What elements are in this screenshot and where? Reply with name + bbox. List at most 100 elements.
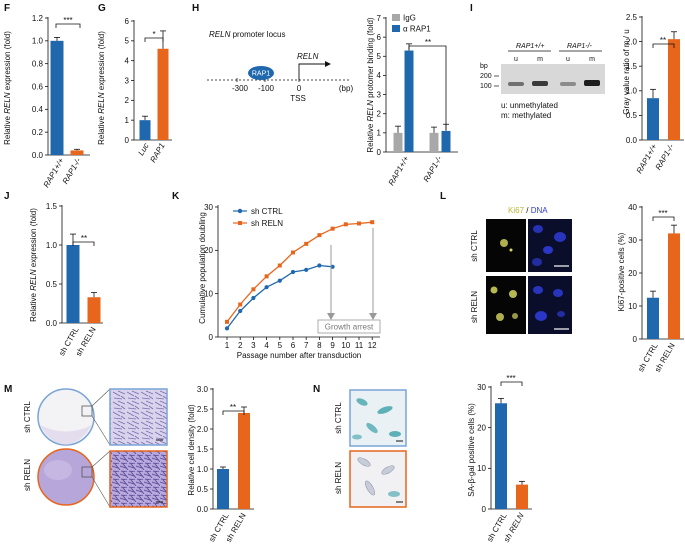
panel-l: L Ki67 / DNA sh CTRL sh RELN Ki67-positi… xyxy=(440,191,684,374)
y-tick-label: 0.0 xyxy=(626,136,638,145)
y-tick-label: 5 xyxy=(125,37,130,46)
y-tick-label: 30 xyxy=(628,236,637,245)
y-tick-label: 1.0 xyxy=(197,465,209,474)
category-label: RAP1-/- xyxy=(422,154,444,183)
y-tick-label: 40 xyxy=(628,203,637,212)
growth-arrest-label: Growth arrest xyxy=(325,323,374,332)
panel-label: N xyxy=(313,384,320,395)
y-tick-label: 1.0 xyxy=(46,241,58,250)
bp-marker: 100 xyxy=(480,83,492,90)
error-bars xyxy=(650,31,677,99)
data-point-ctrl xyxy=(251,295,256,301)
y-tick-label: 3 xyxy=(377,90,382,99)
data-point-reln xyxy=(291,250,295,255)
y-tick-label: 30 xyxy=(477,383,486,392)
position-label: -300 xyxy=(232,84,249,93)
bar-sh-ctrl xyxy=(495,403,507,509)
x-tick-label: 6 xyxy=(291,341,296,350)
bar-sh-ctrl xyxy=(66,245,80,323)
x-tick-label: 3 xyxy=(251,341,256,350)
panel-label: L xyxy=(440,191,446,202)
micrograph-reln xyxy=(109,450,168,508)
panel-k: K sh CTRL sh RELN Cumulative population … xyxy=(172,191,381,360)
y-axis-label: Cumulative population doubling xyxy=(198,212,207,324)
y-axis-label: Relative cell density (fold) xyxy=(187,404,196,495)
y-axis-label: Ki67-positive cells (%) xyxy=(617,232,626,311)
y-tick-label: 10 xyxy=(628,302,637,311)
x-axis-label: Passage number after transduction xyxy=(237,351,362,360)
legend-note: u: unmethylated xyxy=(501,101,558,110)
data-point-reln xyxy=(330,226,335,231)
error-bars xyxy=(650,224,677,298)
x-tick-label: 9 xyxy=(330,341,335,350)
y-tick-label: 0.0 xyxy=(46,319,58,328)
y-tick-label: 2.5 xyxy=(197,405,209,414)
y-tick-label: 2 xyxy=(125,96,130,105)
legend-marker-reln xyxy=(238,221,242,225)
category-label: RAP1 xyxy=(148,142,166,165)
y-tick-label: 1 xyxy=(125,116,130,125)
data-point-reln xyxy=(370,220,375,225)
data-point-reln xyxy=(225,319,229,324)
data-point-ctrl xyxy=(304,267,309,272)
data-point-ctrl xyxy=(317,263,322,268)
lane-label: u xyxy=(566,56,570,63)
tss-label: TSS xyxy=(290,94,306,103)
group-label: RAP1+/+ xyxy=(516,43,544,50)
y-tick-label: 0.4 xyxy=(32,105,44,114)
y-tick-label: 0.0 xyxy=(32,151,44,160)
stain-title: Ki67 / DNA xyxy=(508,206,548,215)
bar-sh-reln xyxy=(668,233,680,339)
row-label: sh RELN xyxy=(470,291,479,323)
panel-g: G Relative RELN expression (fold) 0 1 2 3 4 5… xyxy=(97,3,172,164)
data-point-ctrl xyxy=(290,269,296,275)
row-label: sh CTRL xyxy=(23,401,32,433)
panel-label: J xyxy=(4,191,10,202)
bp-label: bp xyxy=(480,63,488,70)
category-label: RAP1+/+ xyxy=(635,142,659,175)
row-label: sh RELN xyxy=(23,459,32,491)
data-point-ctrl xyxy=(277,278,282,283)
y-tick-label: 4 xyxy=(125,56,130,65)
y-tick-label: 0.8 xyxy=(32,59,44,68)
row-label: sh CTRL xyxy=(334,402,343,434)
lane-label: u xyxy=(514,56,518,63)
error-bars xyxy=(54,37,80,151)
y-axis-label: SA-β-gal positive cells (%) xyxy=(467,403,476,497)
y-axis-label: Relative RELN expression (fold) xyxy=(97,31,106,145)
panel-label: G xyxy=(98,3,106,14)
bar-igg-ko xyxy=(429,132,439,152)
gene-label: RELN xyxy=(297,52,319,61)
significance-marker: ** xyxy=(660,36,666,45)
ki67-image-reln xyxy=(486,276,526,334)
y-tick-label: 0.5 xyxy=(626,111,638,120)
position-label: 0 xyxy=(297,84,302,93)
row-label: sh CTRL xyxy=(470,230,479,262)
panel-label: F xyxy=(4,3,10,14)
x-tick-label: 2 xyxy=(238,341,243,350)
y-tick-label: 2 xyxy=(377,110,382,119)
y-tick-label: 20 xyxy=(628,269,637,278)
x-tick-label: 1 xyxy=(225,341,230,350)
y-axis-label: Relative RELN protomer binding (fold) xyxy=(366,17,375,153)
bar-rap1 xyxy=(157,48,169,141)
y-tick-label: 0.5 xyxy=(46,280,58,289)
bar-rap1-wt xyxy=(404,50,414,152)
rap1-binding-oval xyxy=(248,66,274,80)
y-tick-label: 6 xyxy=(377,33,382,42)
category-label: RAP1+/+ xyxy=(387,154,411,187)
lane-label: m xyxy=(537,56,543,63)
bar-rap1-wt xyxy=(50,40,64,156)
x-tick-label: 8 xyxy=(317,341,322,350)
tss-arrow xyxy=(298,63,325,80)
bar-sh-reln xyxy=(516,484,528,509)
x-tick-label: 7 xyxy=(304,341,309,350)
x-tick-label: 12 xyxy=(368,341,377,350)
position-label: -100 xyxy=(258,84,275,93)
gel-image xyxy=(501,64,605,94)
data-point-ctrl xyxy=(224,326,230,331)
data-point-ctrl xyxy=(238,308,243,314)
legend-swatch-rap1 xyxy=(392,25,400,32)
bar-luc xyxy=(139,120,151,140)
